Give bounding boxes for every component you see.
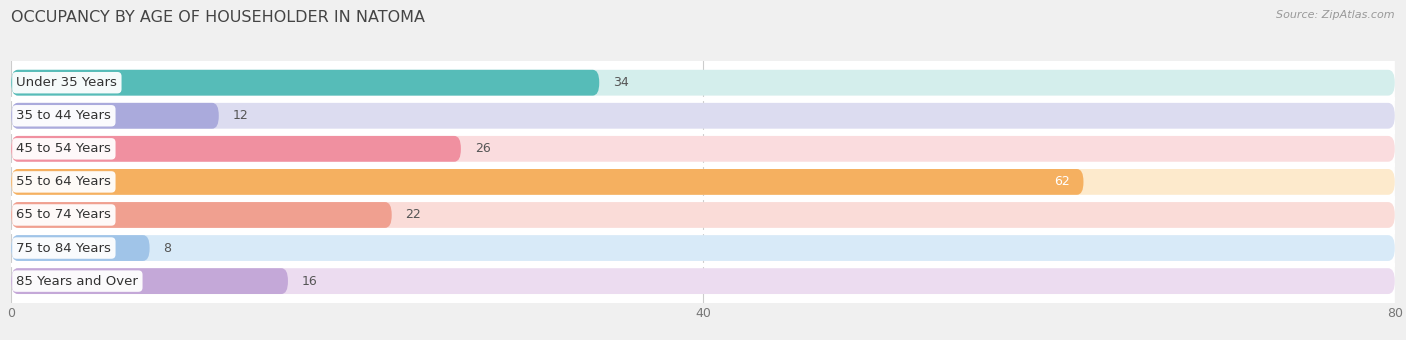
Text: Source: ZipAtlas.com: Source: ZipAtlas.com (1277, 10, 1395, 20)
Text: 62: 62 (1054, 175, 1070, 188)
Text: 55 to 64 Years: 55 to 64 Years (17, 175, 111, 188)
Text: 26: 26 (475, 142, 491, 155)
FancyBboxPatch shape (11, 169, 1084, 195)
FancyBboxPatch shape (11, 70, 1395, 96)
FancyBboxPatch shape (11, 136, 1395, 162)
Text: 45 to 54 Years: 45 to 54 Years (17, 142, 111, 155)
Text: 85 Years and Over: 85 Years and Over (17, 275, 138, 288)
FancyBboxPatch shape (11, 169, 1395, 195)
FancyBboxPatch shape (11, 235, 149, 261)
FancyBboxPatch shape (11, 268, 288, 294)
FancyBboxPatch shape (11, 70, 599, 96)
Text: 65 to 74 Years: 65 to 74 Years (17, 208, 111, 221)
Text: 75 to 84 Years: 75 to 84 Years (17, 241, 111, 255)
Text: 34: 34 (613, 76, 628, 89)
FancyBboxPatch shape (11, 103, 219, 129)
Text: 22: 22 (405, 208, 422, 221)
Text: OCCUPANCY BY AGE OF HOUSEHOLDER IN NATOMA: OCCUPANCY BY AGE OF HOUSEHOLDER IN NATOM… (11, 10, 425, 25)
FancyBboxPatch shape (11, 202, 392, 228)
Text: 16: 16 (302, 275, 318, 288)
Text: 35 to 44 Years: 35 to 44 Years (17, 109, 111, 122)
FancyBboxPatch shape (11, 235, 1395, 261)
Text: 12: 12 (232, 109, 249, 122)
FancyBboxPatch shape (11, 202, 1395, 228)
FancyBboxPatch shape (11, 136, 461, 162)
FancyBboxPatch shape (11, 103, 1395, 129)
Text: Under 35 Years: Under 35 Years (17, 76, 117, 89)
Text: 8: 8 (163, 241, 172, 255)
FancyBboxPatch shape (11, 268, 1395, 294)
